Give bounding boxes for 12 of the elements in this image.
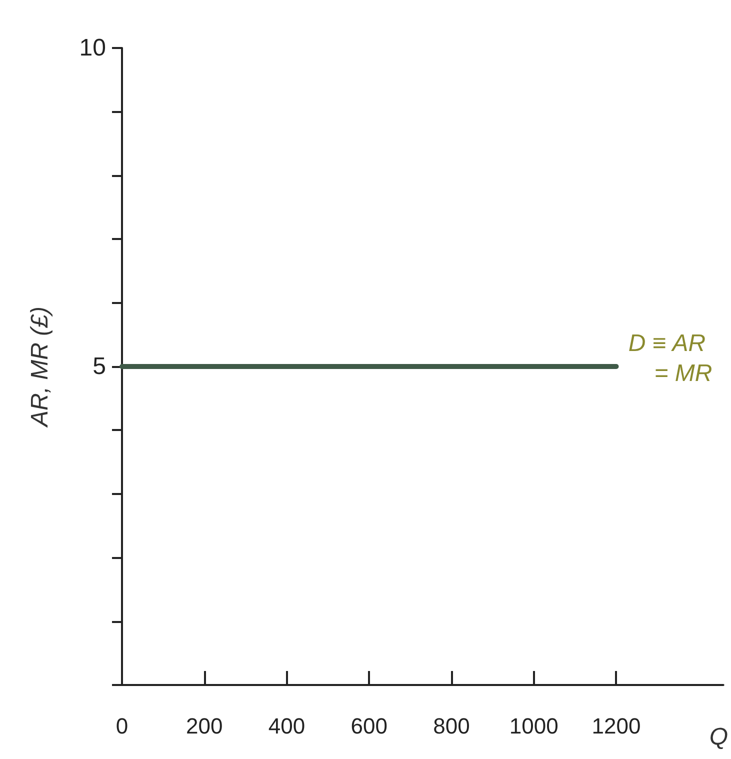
y-tick-label: 5 xyxy=(92,353,106,380)
x-axis-title: Q xyxy=(709,724,728,750)
x-tick-label: 0 xyxy=(116,714,128,738)
x-tick-label: 800 xyxy=(433,714,470,738)
y-tick-label: 10 xyxy=(79,34,106,62)
x-tick-label: 400 xyxy=(268,714,306,738)
x-tick-label: 1000 xyxy=(509,714,558,738)
series-label: D ≡ AR = MR xyxy=(628,330,712,387)
x-tick-label: 200 xyxy=(186,714,223,738)
x-tick-label: 1200 xyxy=(592,714,641,738)
x-tick-label: 600 xyxy=(350,714,388,738)
y-axis-title: AR, MR (£) xyxy=(26,306,54,428)
